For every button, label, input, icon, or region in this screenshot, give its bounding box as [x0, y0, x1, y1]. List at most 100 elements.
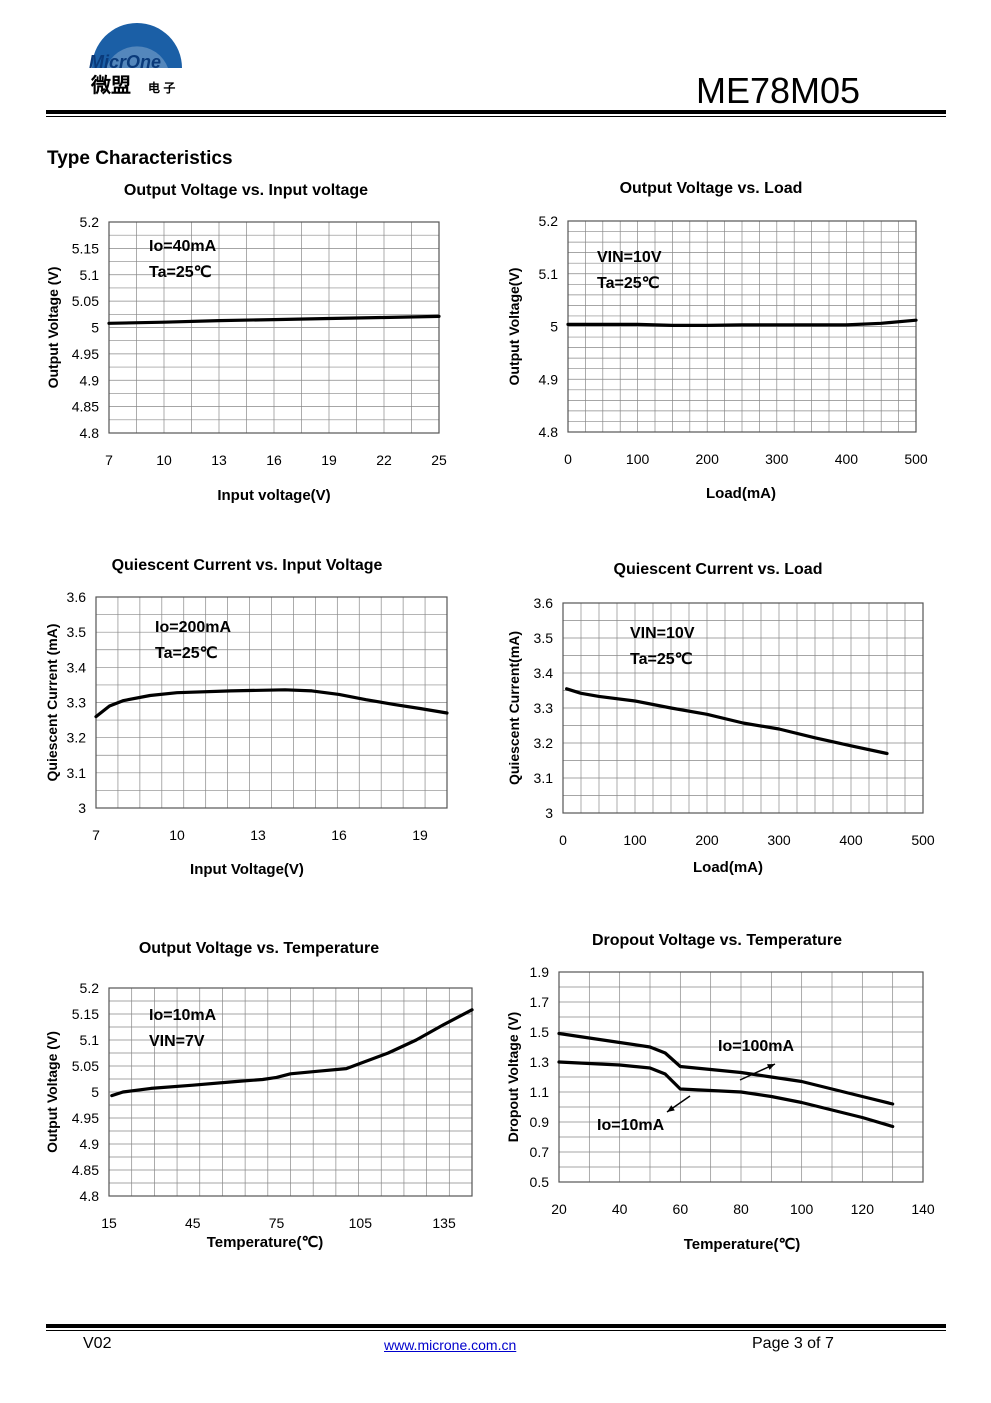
y-tick-label: 5.05 [72, 1058, 99, 1074]
chart-title: Output Voltage vs. Load [620, 180, 803, 197]
x-tick-label: 22 [376, 452, 392, 468]
chart-4: Quiescent Current vs. Load 0 100 200 300 400 5… [506, 561, 935, 876]
x-tick-label: 60 [673, 1201, 689, 1217]
chart-5: Output Voltage vs. Temperature 15 45 75 105 1… [44, 940, 474, 1251]
y-tick-label: 4.95 [72, 346, 99, 362]
annotation-label: Io=100mA [718, 1038, 794, 1055]
x-tick-label: 80 [733, 1201, 749, 1217]
y-tick-label: 3.5 [67, 624, 87, 640]
y-tick-label: 3.3 [534, 700, 554, 716]
y-tick-label: 5.1 [80, 267, 100, 283]
footer-url-link[interactable]: www.microne.com.cn [384, 1337, 517, 1353]
x-axis-label: Load(mA) [693, 859, 763, 876]
x-tick-label: 7 [105, 452, 113, 468]
x-tick-label: 200 [696, 451, 720, 467]
y-tick-label: 1.1 [530, 1084, 550, 1100]
x-tick-label: 135 [432, 1215, 456, 1231]
footer-page-number: Page 3 of 7 [752, 1335, 834, 1352]
y-axis-label: Output Voltage (V) [45, 267, 61, 389]
chart-3: Quiescent Current vs. Input Voltage 7 10 13… [44, 557, 449, 878]
chart-title: Quiescent Current vs. Load [614, 561, 823, 578]
plot-area [108, 987, 473, 1197]
x-tick-label: 40 [612, 1201, 628, 1217]
arrow-head [767, 1064, 775, 1070]
x-tick-label: 100 [626, 451, 650, 467]
x-tick-label: 19 [321, 452, 337, 468]
x-tick-label: 7 [92, 827, 100, 843]
chart-6: Dropout Voltage vs. Temperature 20 40 60 80 1… [505, 932, 935, 1253]
annotation-label: VIN=10V [630, 625, 695, 642]
y-axis-label: Quiescent Current (mA) [44, 624, 60, 782]
y-tick-label: 5 [91, 320, 99, 336]
annotation-label: VIN=7V [149, 1033, 205, 1050]
x-tick-label: 10 [169, 827, 185, 843]
chart-1: Output Voltage vs. Input voltage 7 10 13 16 1… [45, 182, 447, 504]
y-tick-label: 3.2 [67, 730, 87, 746]
y-tick-label: 3.4 [534, 665, 554, 681]
y-tick-label: 3.1 [534, 770, 554, 786]
x-tick-label: 45 [185, 1215, 201, 1231]
y-tick-label: 4.9 [80, 372, 100, 388]
x-tick-label: 19 [412, 827, 428, 843]
series-line [557, 1031, 895, 1106]
logo-cn-small: 电 子 [148, 80, 175, 95]
x-tick-label: 200 [695, 832, 719, 848]
annotation-label: Io=10mA [149, 1007, 217, 1024]
annotation-label: Io=200mA [155, 619, 231, 636]
y-tick-label: 0.9 [530, 1114, 550, 1130]
x-tick-label: 13 [211, 452, 227, 468]
chart-title: Output Voltage vs. Input voltage [124, 182, 368, 199]
y-tick-label: 4.8 [80, 425, 100, 441]
y-tick-label: 4.8 [80, 1188, 100, 1204]
annotation-label: Ta=25℃ [155, 645, 218, 662]
logo-graphic: MicrOne 微盟 电 子 [89, 23, 182, 97]
y-tick-label: 1.7 [530, 994, 550, 1010]
x-tick-label: 400 [835, 451, 859, 467]
x-tick-label: 0 [564, 451, 572, 467]
y-tick-label: 5.15 [72, 240, 99, 256]
y-tick-label: 3.6 [534, 595, 554, 611]
chart-2: Output Voltage vs. Load 0 100 200 300 400 500 4… [506, 180, 928, 502]
y-tick-label: 3.6 [67, 589, 87, 605]
y-tick-label: 5.1 [80, 1032, 100, 1048]
header-rule [46, 110, 946, 114]
x-tick-label: 13 [250, 827, 266, 843]
x-tick-label: 500 [904, 451, 928, 467]
x-axis-label: Load(mA) [706, 485, 776, 502]
y-tick-label: 5.2 [80, 214, 100, 230]
x-axis-label: Temperature(℃) [207, 1234, 324, 1251]
series-line [107, 314, 441, 325]
y-tick-label: 5.15 [72, 1006, 99, 1022]
y-tick-label: 4.85 [72, 1162, 99, 1178]
arrow-head [667, 1105, 675, 1112]
y-tick-label: 3.2 [534, 735, 554, 751]
y-tick-label: 3.4 [67, 659, 87, 675]
y-axis-label: Output Voltage (V) [44, 1031, 60, 1153]
y-tick-label: 0.5 [530, 1174, 550, 1190]
chart-title: Output Voltage vs. Temperature [139, 940, 379, 957]
y-tick-label: 5.1 [539, 266, 559, 282]
x-tick-label: 100 [623, 832, 647, 848]
x-tick-label: 10 [156, 452, 172, 468]
footer-rule-thin [46, 1330, 946, 1331]
part-number: ME78M05 [696, 70, 861, 111]
y-tick-label: 4.95 [72, 1110, 99, 1126]
x-axis-label: Input Voltage(V) [190, 861, 304, 878]
x-tick-label: 20 [551, 1201, 567, 1217]
annotation-label: Ta=25℃ [597, 275, 660, 292]
x-tick-label: 140 [911, 1201, 935, 1217]
series-line [566, 318, 918, 327]
x-tick-label: 120 [851, 1201, 875, 1217]
x-tick-label: 16 [266, 452, 282, 468]
footer-rule [46, 1324, 946, 1328]
y-tick-label: 4.8 [539, 424, 559, 440]
footer-version: V02 [83, 1335, 112, 1352]
x-axis-label: Input voltage(V) [217, 487, 330, 504]
x-tick-label: 16 [331, 827, 347, 843]
x-tick-label: 0 [559, 832, 567, 848]
y-tick-label: 3.1 [67, 765, 87, 781]
y-tick-label: 1.9 [530, 964, 550, 980]
x-tick-label: 100 [790, 1201, 814, 1217]
x-tick-label: 300 [767, 832, 791, 848]
